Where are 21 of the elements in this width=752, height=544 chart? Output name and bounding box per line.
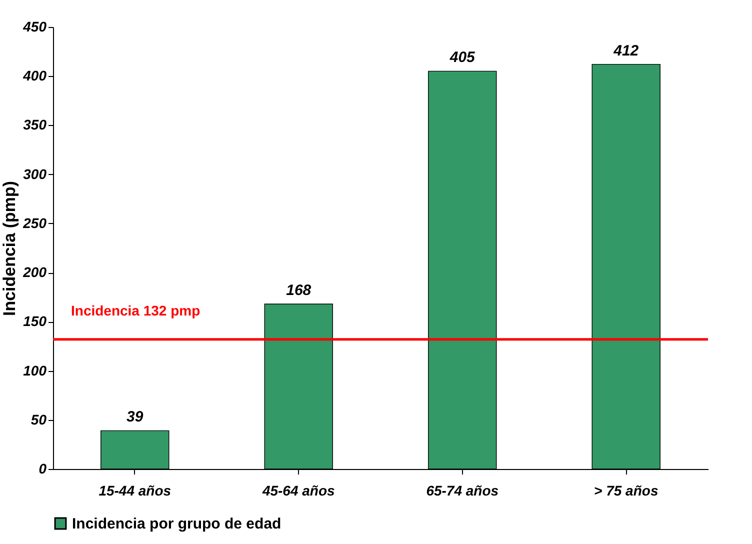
x-tick-label: 65-74 años xyxy=(426,482,499,498)
y-axis-title: Incidencia (pmp) xyxy=(0,180,20,316)
data-label: 405 xyxy=(448,49,476,66)
legend-label: Incidencia por grupo de edad xyxy=(72,516,282,532)
y-tick-label: 100 xyxy=(23,362,47,378)
y-tick-label: 350 xyxy=(23,116,47,133)
data-label: 39 xyxy=(126,408,144,426)
y-tick-label: 150 xyxy=(23,313,47,330)
y-tick-label: 250 xyxy=(22,214,47,231)
data-label: 168 xyxy=(286,282,312,299)
y-tick-label: 0 xyxy=(38,460,47,476)
x-tick-label: 15-44 años xyxy=(98,482,172,498)
data-label: 412 xyxy=(612,42,640,60)
y-tick-label: 400 xyxy=(22,68,47,84)
ref-line-label: Incidencia 132 pmp xyxy=(71,302,200,318)
x-tick-label: 45-64 años xyxy=(261,482,336,498)
y-tick-label: 200 xyxy=(22,264,47,280)
y-tick-label: 50 xyxy=(30,411,47,428)
y-tick-label: 450 xyxy=(22,18,47,34)
x-tick-label: > 75 años xyxy=(594,482,658,498)
y-tick-label: 300 xyxy=(23,166,47,182)
